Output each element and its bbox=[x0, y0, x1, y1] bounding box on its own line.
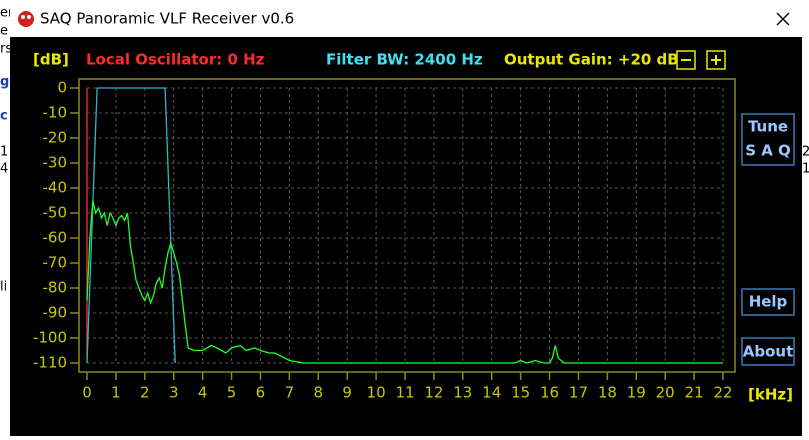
x-tick-label: 3 bbox=[169, 384, 179, 402]
window-title: SAQ Panoramic VLF Receiver v0.6 bbox=[40, 10, 294, 28]
db-label: [dB] bbox=[33, 51, 69, 69]
x-tick-label: 0 bbox=[82, 384, 92, 402]
x-tick-label: 18 bbox=[598, 384, 617, 402]
background-text: 1 bbox=[0, 145, 8, 160]
x-tick-label: 10 bbox=[367, 384, 386, 402]
help-button[interactable]: Help bbox=[741, 288, 795, 316]
y-tick-label: -110 bbox=[33, 354, 67, 372]
gain-down-button[interactable] bbox=[676, 50, 696, 70]
x-tick-label: 22 bbox=[713, 384, 732, 402]
background-text: 1 bbox=[802, 162, 809, 177]
x-tick-label: 20 bbox=[656, 384, 675, 402]
x-tick-label: 7 bbox=[285, 384, 295, 402]
local-oscillator: Local Oscillator: 0 Hz bbox=[86, 51, 265, 69]
y-tick-label: -80 bbox=[43, 279, 68, 297]
x-tick-label: 9 bbox=[342, 384, 352, 402]
x-tick-label: 19 bbox=[627, 384, 646, 402]
y-tick-label: -100 bbox=[33, 329, 67, 347]
y-tick-label: -70 bbox=[43, 254, 68, 272]
series-line bbox=[86, 87, 176, 364]
y-tick-label: -30 bbox=[43, 154, 68, 172]
x-tick-label: 6 bbox=[256, 384, 266, 402]
about-label: About bbox=[743, 343, 794, 361]
about-button[interactable]: About bbox=[741, 337, 795, 366]
x-tick-label: 14 bbox=[482, 384, 501, 402]
background-text: rs bbox=[0, 42, 12, 57]
y-tick-label: -90 bbox=[43, 304, 68, 322]
x-tick-label: 11 bbox=[395, 384, 414, 402]
x-tick-label: 4 bbox=[198, 384, 208, 402]
x-tick-label: 16 bbox=[540, 384, 559, 402]
x-tick-label: 21 bbox=[685, 384, 704, 402]
tune-button[interactable]: Tune S A Q bbox=[741, 113, 795, 166]
plot-frame bbox=[78, 78, 736, 373]
tune-label: Tune bbox=[748, 118, 788, 136]
gain-up-button[interactable] bbox=[706, 50, 726, 70]
x-tick-label: 17 bbox=[569, 384, 588, 402]
y-tick-label: 0 bbox=[57, 79, 67, 97]
y-tick-label: -40 bbox=[43, 179, 68, 197]
background-text: e bbox=[0, 24, 8, 39]
x-tick-label: 12 bbox=[424, 384, 443, 402]
close-button[interactable] bbox=[776, 12, 790, 26]
y-tick-label: -60 bbox=[43, 229, 68, 247]
y-tick-label: -10 bbox=[43, 104, 68, 122]
background-text: li bbox=[0, 280, 7, 295]
app-icon bbox=[18, 11, 34, 27]
series-line bbox=[86, 200, 723, 364]
y-tick-label: -50 bbox=[43, 204, 68, 222]
output-gain: Output Gain: +20 dB bbox=[504, 51, 679, 69]
help-label: Help bbox=[749, 293, 788, 311]
x-tick-label: 2 bbox=[140, 384, 150, 402]
background-text: 2 bbox=[802, 145, 809, 160]
filter-bw: Filter BW: 2400 Hz bbox=[326, 51, 483, 69]
y-tick-label: -20 bbox=[43, 129, 68, 147]
x-axis-label: [kHz] bbox=[748, 386, 793, 404]
x-tick-label: 15 bbox=[511, 384, 530, 402]
app-icon bbox=[21, 15, 25, 19]
x-tick-label: 13 bbox=[453, 384, 472, 402]
background-text: 4 bbox=[0, 162, 8, 177]
title-bar bbox=[10, 0, 802, 37]
x-tick-label: 5 bbox=[227, 384, 237, 402]
saq-label: S A Q bbox=[745, 142, 791, 160]
background-text: c bbox=[0, 109, 8, 124]
x-tick-label: 8 bbox=[313, 384, 323, 402]
x-tick-label: 1 bbox=[111, 384, 121, 402]
app-icon bbox=[27, 15, 31, 19]
